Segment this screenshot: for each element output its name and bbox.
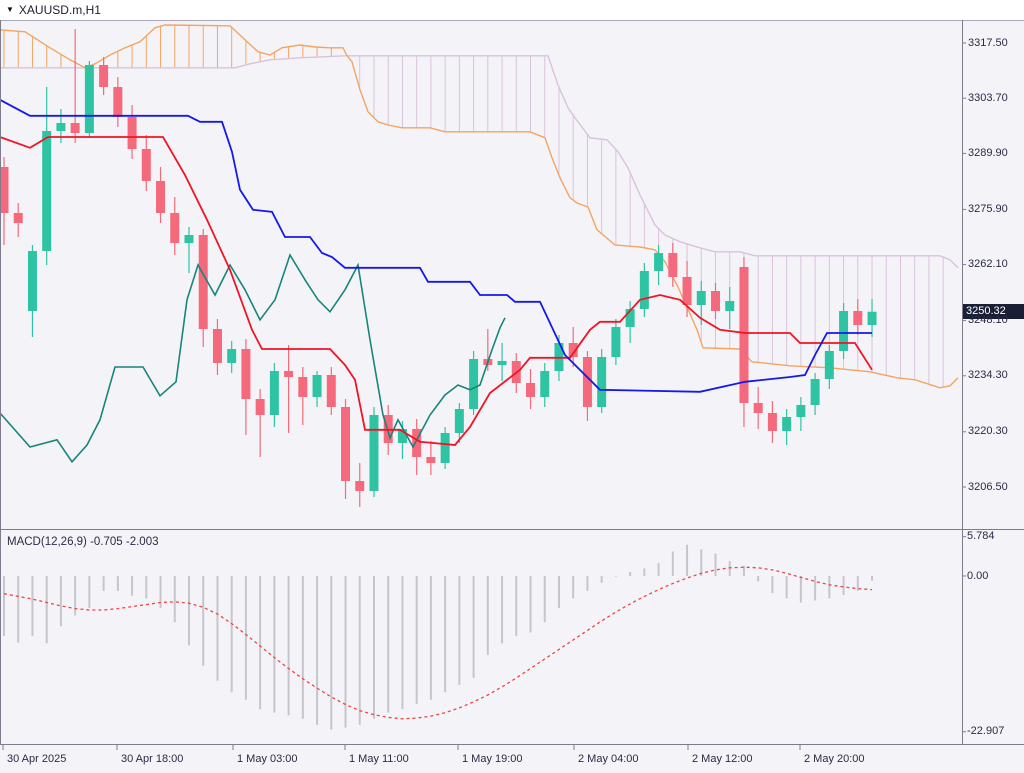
main-panel (0, 24, 959, 507)
chikou-span-line (0, 253, 506, 464)
price-axis-label: 3275.90 (968, 202, 1008, 215)
time-axis-label: 2 May 04:00 (578, 753, 639, 765)
price-axis-label: 3248.10 (968, 314, 1008, 327)
macd-axis-label: 0.00 (967, 569, 989, 582)
price-axis[interactable]: 3317.50 3303.70 3289.90 3275.90 3262.10 3248.… (962, 20, 1024, 529)
tenkan-sen-line (0, 136, 873, 446)
time-axis-label: 2 May 12:00 (692, 753, 753, 765)
chart-header (0, 0, 1024, 20)
macd-panel (3, 544, 874, 730)
time-axis[interactable]: 30 Apr 2025 30 Apr 18:00 1 May 03:00 1 May … (0, 745, 1024, 773)
candles (0, 29, 877, 507)
time-axis-label: 30 Apr 18:00 (121, 753, 184, 765)
time-axis-label: 1 May 03:00 (237, 753, 298, 765)
macd-axis: 5.784 0.00 -22.907 (962, 530, 1024, 744)
symbol-timeframe-label: XAUUSD.m,H1 (18, 3, 101, 17)
time-axis-label: 1 May 19:00 (462, 753, 523, 765)
price-axis-label: 3262.10 (968, 258, 1008, 271)
price-axis-label: 3303.70 (968, 91, 1008, 104)
price-axis-label: 3220.30 (968, 425, 1008, 438)
macd-indicator-label: MACD(12,26,9) -0.705 -2.003 (7, 536, 159, 548)
current-price-tag: 3250.32 (963, 303, 1024, 319)
price-axis-label: 3317.50 (968, 36, 1008, 49)
symbol-selector[interactable]: ▼ XAUUSD.m,H1 (6, 3, 101, 17)
macd-signal-line (3, 566, 873, 720)
macd-axis-label: 5.784 (967, 530, 995, 543)
price-axis-label: 3206.50 (968, 480, 1008, 493)
price-axis-label: 3234.30 (968, 369, 1008, 382)
time-axis-label: 30 Apr 2025 (7, 753, 67, 765)
macd-axis-label: -22.907 (967, 725, 1005, 738)
price-axis-label: 3289.90 (968, 146, 1008, 159)
dropdown-caret-icon: ▼ (6, 5, 14, 14)
time-axis-label: 1 May 11:00 (349, 753, 409, 765)
kijun-sen-line (0, 99, 872, 393)
time-axis-label: 2 May 20:00 (804, 753, 865, 765)
